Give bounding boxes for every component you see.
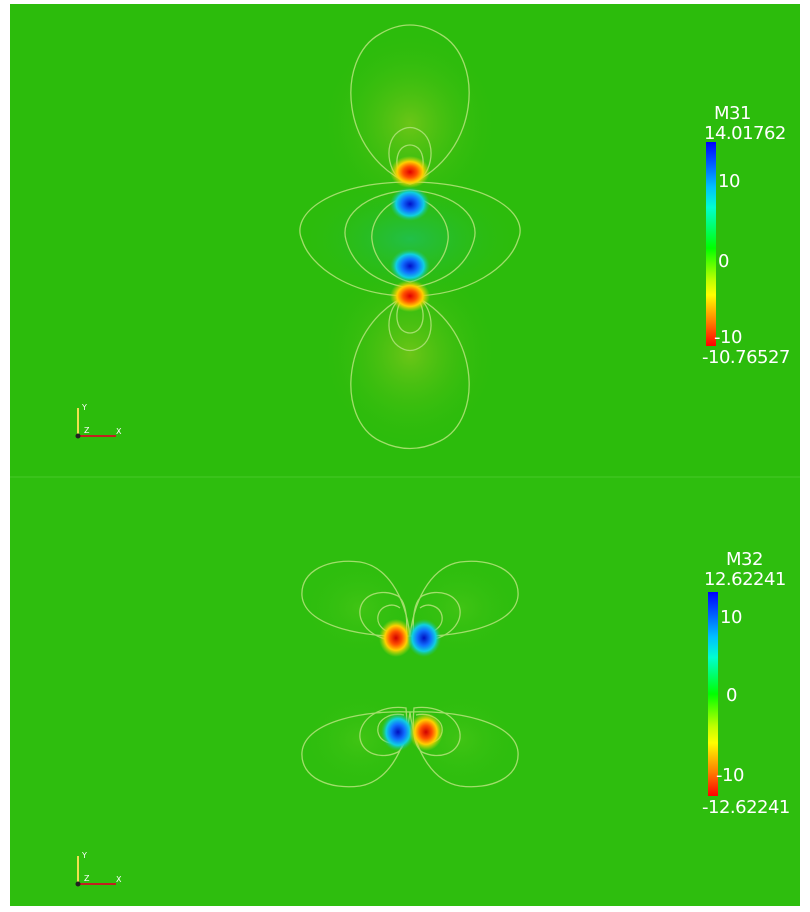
- contour-line: [344, 189, 411, 289]
- contour-line: [301, 560, 411, 637]
- hot-spot: [409, 713, 443, 751]
- contour-line: [301, 711, 411, 788]
- contour-line: [388, 126, 432, 185]
- contour-line: [359, 591, 408, 642]
- lower-lobe-shading: [320, 259, 500, 449]
- axis-x-label: X: [116, 427, 122, 436]
- axis-y-label: Y: [81, 403, 87, 412]
- contour-field-m31: [299, 24, 521, 450]
- colorbar-tick-label: -10: [714, 327, 742, 348]
- hot-spot: [379, 619, 413, 657]
- colorbar-max-label: 12.62241: [704, 569, 786, 590]
- contour-field-m32: [300, 558, 520, 790]
- axis-x-label: X: [116, 875, 122, 884]
- colorbar-tick-label: 0: [726, 685, 737, 706]
- contour-line: [396, 293, 424, 334]
- orientation-axes-icon: Y Z X: [75, 403, 122, 439]
- colorbar-title: M32: [726, 549, 763, 570]
- hot-spot: [390, 280, 430, 312]
- colorbar-tick-label: 10: [718, 171, 740, 192]
- contour-line: [409, 711, 519, 788]
- contour-line: [409, 181, 521, 297]
- orientation-axes-icon: Y Z X: [75, 851, 122, 887]
- colorbar-min-label: -12.62241: [702, 797, 790, 818]
- contour-line: [388, 293, 432, 352]
- contour-line: [350, 293, 470, 450]
- plot-panel-m31: M31 14.01762 10 0 -10 -10.76527 Y Z X: [10, 4, 800, 478]
- cold-spot: [407, 619, 441, 657]
- contour-line: [409, 560, 519, 637]
- colorbar-max-label: 14.01762: [704, 123, 786, 144]
- contour-lines-m31: [299, 24, 521, 450]
- axis-z-label: Z: [84, 426, 90, 435]
- contour-line: [412, 591, 461, 642]
- upper-lobe-shading: [320, 29, 500, 219]
- panel-divider: [10, 476, 800, 478]
- hot-spot: [390, 156, 430, 188]
- plot-panel-m32: M32 12.62241 10 0 -10 -12.62241 Y Z X: [10, 478, 800, 906]
- colorbar-title: M31: [714, 103, 751, 124]
- contour-line: [350, 24, 470, 185]
- cold-spot: [381, 713, 415, 751]
- colorbar-tick-label: -10: [716, 765, 744, 786]
- cold-spot: [390, 187, 430, 221]
- colorbar-gradient: [708, 592, 718, 796]
- axis-y-label: Y: [81, 851, 87, 860]
- center-shading: [300, 179, 520, 299]
- contour-line: [371, 195, 411, 283]
- colorbar-tick-label: 0: [718, 251, 729, 272]
- colorbar-min-label: -10.76527: [702, 347, 790, 368]
- contour-line: [409, 189, 476, 289]
- axis-z-label: Z: [84, 874, 90, 883]
- colorbar-gradient: [706, 142, 716, 346]
- colorbar-tick-label: 10: [720, 607, 742, 628]
- cold-spot: [390, 249, 430, 283]
- contour-line: [409, 195, 449, 283]
- contour-line: [299, 181, 411, 297]
